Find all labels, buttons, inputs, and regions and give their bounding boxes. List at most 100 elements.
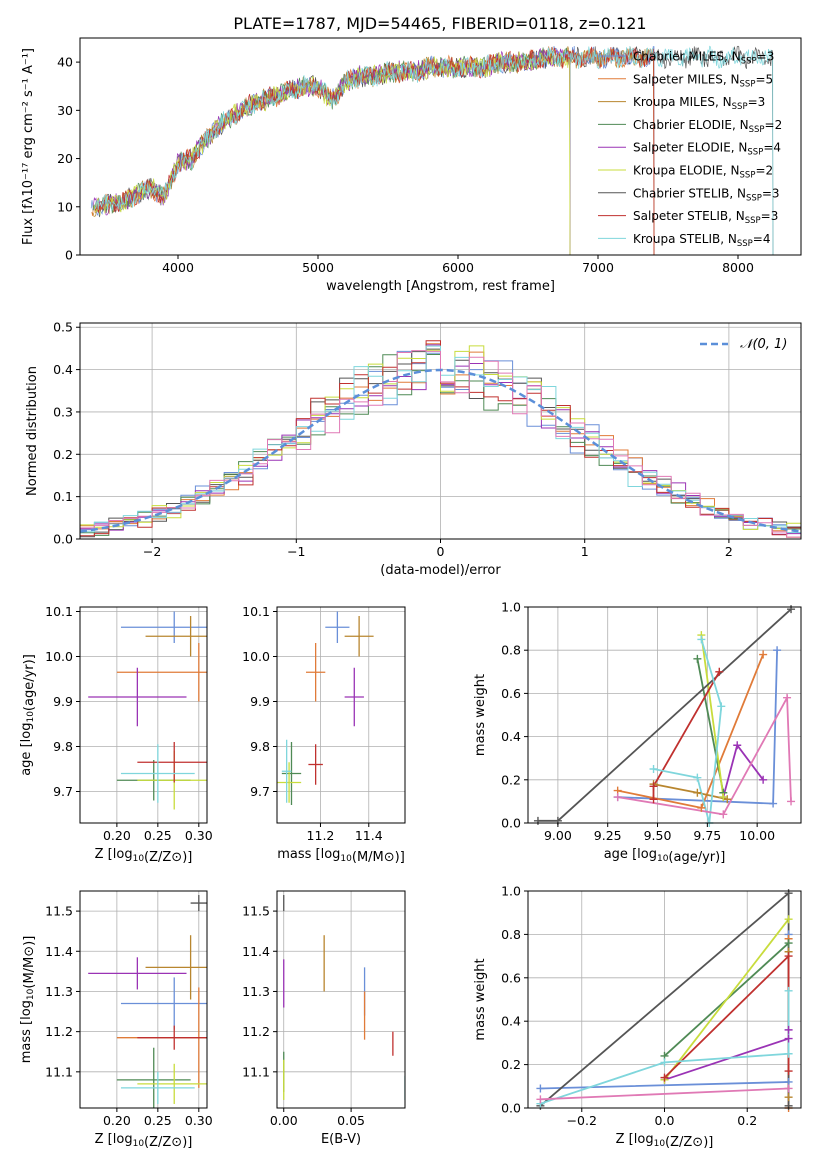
data-point — [784, 1034, 793, 1043]
data-point — [773, 646, 782, 655]
y-axis-label: age [log10(age/yr)] — [19, 654, 37, 776]
axes-frame — [276, 606, 406, 824]
tick-label-x: 7000 — [582, 260, 614, 275]
tick-label-y: 0.8 — [501, 643, 521, 658]
tick-label-y: 10.0 — [242, 649, 270, 664]
tick-label-x: 2 — [725, 544, 733, 559]
data-point — [717, 702, 726, 711]
data-point — [649, 782, 658, 791]
spectrum-line — [95, 45, 774, 255]
legend-entry: Salpeter STELIB, NSSP=3 — [633, 209, 778, 226]
tick-label-y: 11.4 — [242, 944, 270, 959]
legend-entry: Chabrier STELIB, NSSP=3 — [633, 186, 780, 203]
tick-label-x: 0.05 — [337, 1113, 365, 1128]
tick-label-y: 11.3 — [242, 984, 270, 999]
series-line — [663, 918, 790, 1081]
tick-label-x: 5000 — [302, 260, 334, 275]
legend-entry: Salpeter MILES, NSSP=5 — [633, 72, 773, 89]
data-point — [784, 1093, 793, 1102]
spectrum-line — [93, 48, 571, 255]
tick-label-y: 9.7 — [250, 784, 270, 799]
series-line — [617, 654, 764, 809]
tick-label-y: 11.1 — [45, 1064, 73, 1079]
data-point — [784, 1049, 793, 1058]
tick-label-y: 0.2 — [53, 447, 73, 462]
tick-label-y: 0.8 — [501, 927, 521, 942]
axes-frame — [276, 890, 406, 1109]
tick-label-y: 0.6 — [501, 970, 521, 985]
axes-age-vs-mass: 11.2 11.4 9.7 9.8 9.9 10.0 10.1 mass [log10(M/M… — [242, 604, 406, 865]
data-point — [759, 775, 768, 784]
tick-label-x: 0.0 — [655, 1113, 675, 1128]
data-point — [769, 799, 778, 808]
legend-entry: 𝒩(0, 1) — [740, 337, 787, 352]
tick-label-x: 0.00 — [270, 1113, 298, 1128]
data-point — [536, 1095, 545, 1104]
x-axis-label: E(B-V) — [321, 1132, 361, 1147]
legend-entry: Chabrier MILES, NSSP=3 — [633, 50, 774, 67]
legend-entry: Kroupa MILES, NSSP=3 — [633, 95, 765, 112]
data-point — [533, 816, 542, 825]
tick-label-x: 0.20 — [103, 828, 131, 843]
data-point — [719, 810, 728, 819]
tick-label-y: 30 — [57, 103, 73, 118]
tick-label-x: −0.2 — [567, 1113, 597, 1128]
tick-label-x: 9.00 — [544, 828, 572, 843]
tick-label-x: 0.25 — [144, 1113, 172, 1128]
tick-label-y: 0.4 — [53, 362, 73, 377]
tick-label-y: 10.1 — [242, 604, 270, 619]
y-axis-label: mass weight — [473, 958, 488, 1040]
data-point — [660, 1073, 669, 1082]
data-point — [660, 1058, 669, 1067]
tick-label-x: −2 — [143, 544, 161, 559]
tick-label-y: 11.5 — [242, 904, 270, 919]
histogram-step — [80, 350, 801, 539]
series-line — [540, 1087, 789, 1101]
axes-age-vs-Z: 0.20 0.25 0.30 9.7 9.8 9.9 10.0 10.1 Z [log10(Z/… — [19, 604, 213, 865]
tick-label-y: 9.8 — [250, 739, 270, 754]
axes-mass-vs-EBV: 0.00 0.05 11.1 11.2 11.3 11.4 11.5 E(B-V) — [242, 890, 406, 1147]
data-point — [719, 793, 728, 802]
tick-label-y: 0.4 — [501, 1014, 521, 1029]
gaussian-curve — [80, 368, 801, 533]
tick-label-x: 4000 — [162, 260, 194, 275]
axes-spectrum: 4000 5000 6000 7000 8000 0 10 20 30 40 wavelength … — [21, 37, 802, 294]
tick-label-y: 0.1 — [53, 489, 73, 504]
tick-label-y: 10 — [57, 199, 73, 214]
tick-label-y: 11.4 — [45, 944, 73, 959]
x-axis-label: (data-model)/error — [380, 563, 501, 578]
tick-label-x: 0.2 — [737, 1113, 757, 1128]
series-line — [617, 694, 792, 816]
data-point — [784, 939, 793, 948]
axes-mass-vs-Z: 0.20 0.25 0.30 11.1 11.2 11.3 11.4 11.5 Z [log10… — [19, 890, 213, 1150]
legend-entry: Salpeter ELODIE, NSSP=4 — [633, 141, 781, 158]
legend-entry: Kroupa STELIB, NSSP=4 — [633, 232, 771, 249]
figure-title: PLATE=1787, MJD=54465, FIBERID=0118, z=0… — [233, 14, 646, 33]
data-point — [784, 1067, 793, 1076]
series-line — [540, 990, 790, 1105]
tick-label-x: 0 — [437, 544, 445, 559]
tick-label-y: 0.0 — [53, 532, 73, 547]
tick-label-y: 11.2 — [45, 1024, 73, 1039]
data-point — [733, 741, 742, 750]
legend-entry: Chabrier ELODIE, NSSP=2 — [633, 118, 782, 135]
tick-label-y: 10.1 — [45, 604, 73, 619]
tick-label-x: 9.25 — [594, 828, 622, 843]
axes-frame — [79, 606, 208, 824]
y-axis-label: mass weight — [473, 674, 488, 756]
series-line — [700, 634, 725, 798]
series-line — [653, 639, 723, 823]
axes-residuals: −2 −1 0 1 2 0.0 0.1 0.2 0.3 0.4 0.5 (data-model)/er… — [25, 320, 802, 578]
tick-label-y: 0.2 — [501, 772, 521, 787]
data-point — [715, 667, 724, 676]
tick-label-x: 6000 — [442, 260, 474, 275]
axes-frame — [79, 890, 208, 1109]
axes-frame — [527, 606, 802, 824]
tick-label-y: 1.0 — [501, 600, 521, 615]
tick-label-x: 0.30 — [185, 828, 213, 843]
data-point — [787, 605, 796, 614]
spectrum-line — [93, 47, 571, 255]
tick-label-y: 9.9 — [250, 694, 270, 709]
tick-label-x: 10.00 — [739, 828, 775, 843]
plot-area-weight-vs-age — [538, 608, 792, 823]
